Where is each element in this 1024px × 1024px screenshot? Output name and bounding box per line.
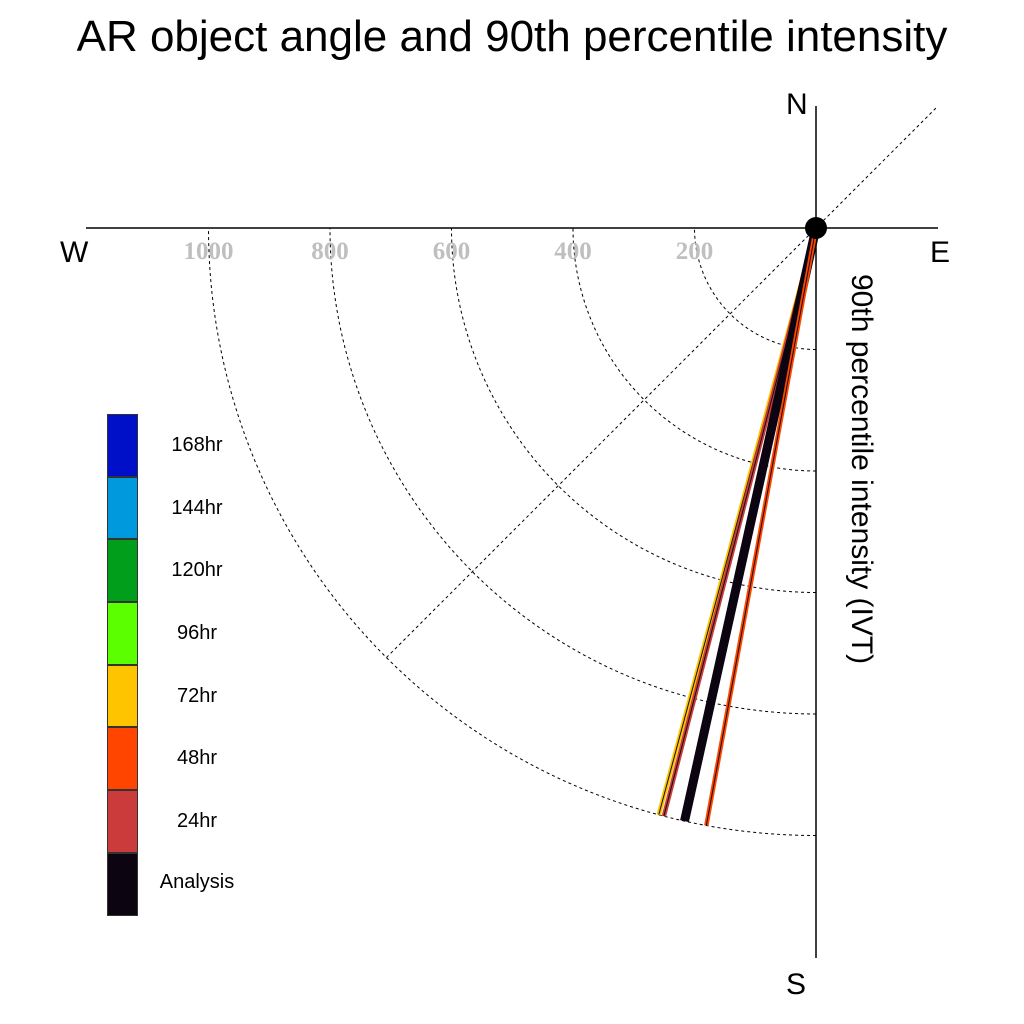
- legend-swatch: [107, 727, 138, 791]
- legend-item: 48hr: [107, 727, 257, 791]
- legend-swatch: [107, 790, 138, 853]
- series-line-analysis: [680, 227, 821, 823]
- legend: 168hr 144hr 120hr 96hr 72hr 48hr 24hr Analysis: [107, 414, 257, 916]
- south-label: S: [786, 968, 807, 1001]
- radial-axis-label: 90th percentile intensity (IVT): [845, 274, 878, 665]
- legend-item: Analysis: [107, 852, 257, 916]
- legend-swatch: [107, 852, 138, 916]
- polar-grid: [208, 227, 817, 836]
- east-label: E: [930, 236, 951, 269]
- legend-item: 24hr: [107, 790, 257, 853]
- tick-label-200: 200: [676, 238, 714, 265]
- series-line-48hr-core: [705, 227, 817, 826]
- west-label: W: [60, 236, 89, 269]
- legend-label: 144hr: [171, 496, 223, 519]
- legend-label: 168hr: [171, 434, 223, 456]
- legend-item: 72hr: [107, 664, 257, 728]
- legend-label: 48hr: [176, 747, 218, 770]
- legend-item: 168hr: [107, 414, 257, 477]
- range-ring-800: [329, 227, 817, 715]
- tick-label-600: 600: [433, 238, 471, 265]
- legend-swatch: [107, 414, 138, 477]
- legend-label: 120hr: [171, 559, 223, 582]
- range-ring-1000: [208, 227, 817, 836]
- center-point: [805, 217, 827, 239]
- legend-label: 72hr: [176, 684, 218, 707]
- legend-swatch: [107, 664, 138, 728]
- diagonal-guide-line: [386, 105, 939, 658]
- chart-title: AR object angle and 90th percentile inte…: [76, 12, 948, 61]
- legend-item: 96hr: [107, 602, 257, 665]
- tick-label-800: 800: [311, 238, 349, 265]
- legend-swatch: [107, 602, 138, 665]
- legend-label: Analysis: [159, 870, 235, 893]
- legend-label: 96hr: [176, 622, 218, 645]
- legend-item: 120hr: [107, 539, 257, 603]
- legend-item: 144hr: [107, 476, 257, 540]
- north-label: N: [786, 88, 808, 121]
- range-ring-600: [451, 227, 817, 593]
- tick-label-1000: 1000: [184, 238, 234, 265]
- legend-swatch: [107, 476, 138, 540]
- series-lines: [656, 227, 821, 826]
- legend-swatch: [107, 539, 138, 603]
- legend-label: 24hr: [176, 810, 218, 833]
- tick-label-400: 400: [554, 238, 592, 265]
- radial-tick-labels: 200 400 600 800 1000: [184, 238, 714, 265]
